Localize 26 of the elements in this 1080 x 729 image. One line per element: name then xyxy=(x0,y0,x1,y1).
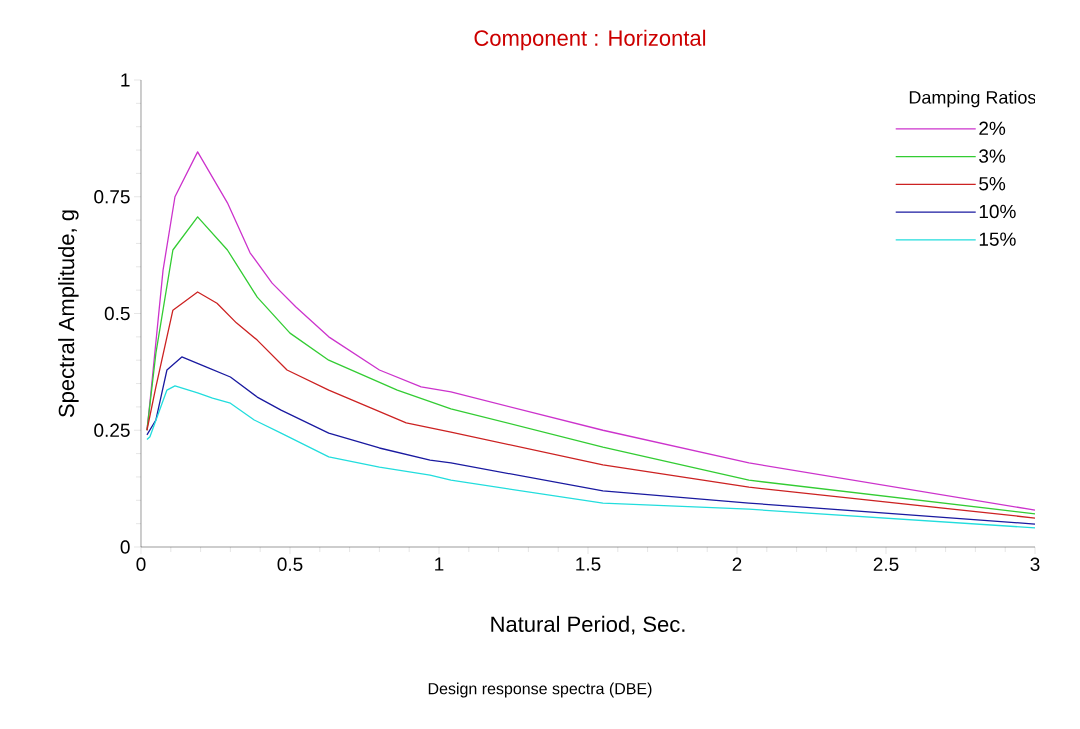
legend-label: 5% xyxy=(979,177,1006,191)
legend-label: 3% xyxy=(979,149,1006,163)
y-tick-label: 0 xyxy=(120,540,130,554)
x-tick-label: 3 xyxy=(1030,557,1040,571)
legend-title: Damping Ratios xyxy=(909,90,1036,108)
y-tick-label: 1 xyxy=(121,73,130,87)
legend-label: 10% xyxy=(979,204,1016,219)
x-tick-label: 0.5 xyxy=(277,557,303,571)
chart-title: Component : Horizontal xyxy=(474,29,706,51)
y-tick-label: 0.75 xyxy=(94,190,130,204)
y-tick-label: 0.25 xyxy=(94,423,130,437)
x-tick-label: 1.5 xyxy=(576,557,601,571)
legend-label: 2% xyxy=(979,121,1006,135)
x-tick-label: 2 xyxy=(732,557,742,571)
line-series xyxy=(146,291,1036,519)
x-axis-title: Natural Period, Sec. xyxy=(491,615,685,635)
y-axis-title: Spectral Amplitude, g xyxy=(58,210,79,418)
text: Design response spectra (DBE) xyxy=(428,682,652,698)
x-tick-label: 1 xyxy=(435,557,444,571)
x-tick-label: 0 xyxy=(136,557,146,571)
line-series xyxy=(146,151,1036,511)
y-tick-label: 0.5 xyxy=(104,306,130,321)
x-tick-label: 2.5 xyxy=(873,557,899,571)
line-series xyxy=(146,356,1036,525)
line-series xyxy=(146,385,1036,529)
legend-label: 15% xyxy=(979,232,1016,246)
